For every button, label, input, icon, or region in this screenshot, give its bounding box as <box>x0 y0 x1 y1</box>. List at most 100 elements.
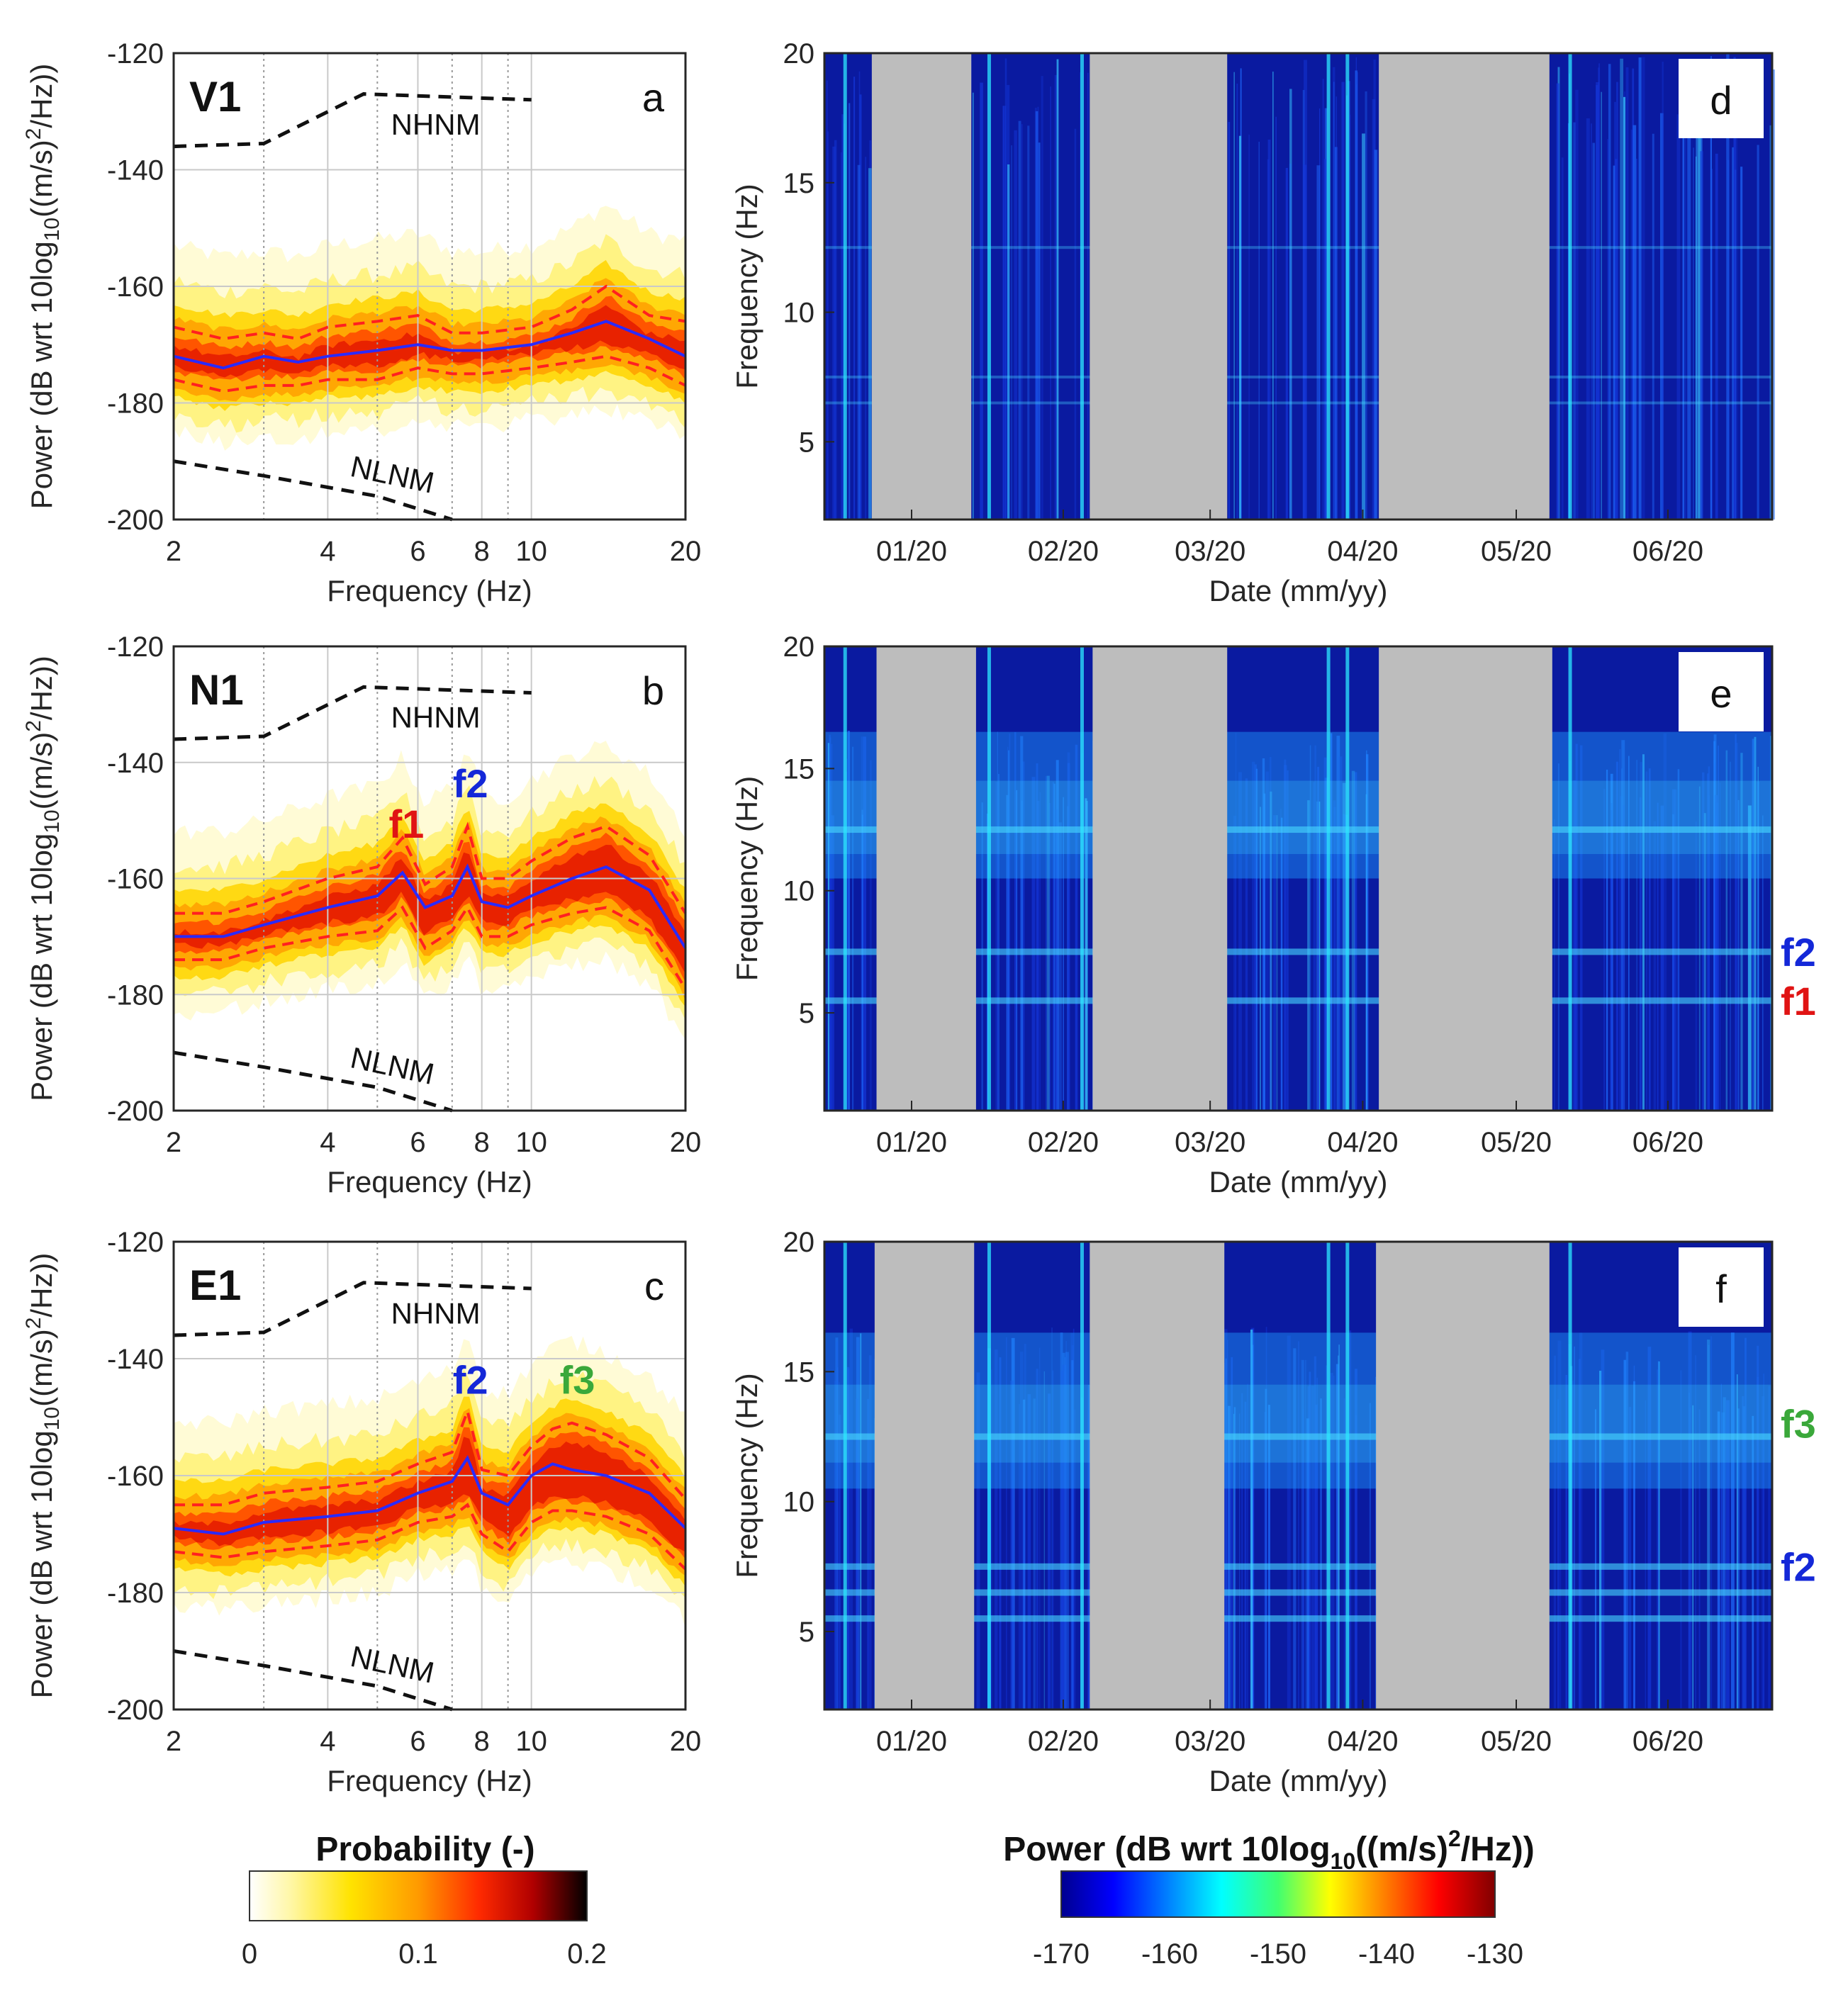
spectrogram-streak <box>1341 82 1345 520</box>
spectrogram-streak <box>1601 1349 1605 1709</box>
spectrogram-streak <box>1254 764 1257 1111</box>
power-title-sub: 10 <box>1331 1848 1356 1874</box>
x-tick-label: 10 <box>515 536 547 567</box>
x-tick-label: 03/20 <box>1175 1726 1245 1757</box>
spectrogram-streak <box>1244 1401 1247 1709</box>
spectrogram-streak <box>1557 763 1559 1111</box>
spectrogram-streak <box>1717 1411 1720 1709</box>
spectrogram-streak <box>1712 169 1713 520</box>
spectrogram-bright-line <box>1080 53 1084 520</box>
spectrogram-streak <box>1682 104 1685 520</box>
y-axis-label-sub: 10 <box>40 809 64 833</box>
y-tick-label: -180 <box>107 1578 164 1609</box>
spectrogram-streak <box>1685 79 1686 520</box>
panel-letter: f <box>1715 1267 1727 1311</box>
spectrogram-streak <box>1662 62 1664 520</box>
spectrogram-streak <box>1323 757 1327 1111</box>
spectrogram-streak <box>1048 802 1051 1111</box>
spectrogram-streak <box>999 1357 1002 1709</box>
y-tick-label: 10 <box>783 298 815 329</box>
spectrogram-streak <box>1318 108 1321 520</box>
spectrogram-streak <box>1053 783 1055 1111</box>
spectrogram-streak <box>1657 1361 1659 1709</box>
spectrogram-streak <box>1354 772 1357 1111</box>
data-gap <box>876 646 976 1111</box>
station-label: E1 <box>189 1262 241 1309</box>
spectrogram-streak <box>1073 1328 1075 1709</box>
spectrogram-streak <box>1768 1386 1771 1709</box>
axes-frame <box>823 52 1774 521</box>
spectrogram-streak <box>1652 133 1654 520</box>
spectrogram-streak <box>1747 805 1752 1111</box>
spectrogram-streak <box>995 781 999 1111</box>
spectrogram-streak <box>1276 815 1278 1111</box>
spectrogram-streak <box>1054 74 1058 520</box>
panel-letter: d <box>1710 78 1732 123</box>
spectrogram-streak <box>869 140 872 520</box>
y-axis-label: Power (dB wrt 10log10((m/s)2/Hz)) <box>22 1253 64 1699</box>
spectrogram-streak <box>1335 96 1338 520</box>
power-tick-3: -140 <box>1358 1938 1415 1970</box>
spectrogram-streak <box>1336 736 1340 1111</box>
spectrogram-streak <box>1703 813 1706 1111</box>
spectrogram-streak <box>1056 59 1059 520</box>
spectrogram-streak <box>998 774 999 1111</box>
spectrogram-streak <box>1075 744 1078 1111</box>
spectrogram-streak <box>1647 1347 1652 1709</box>
spectrogram-resonance-line <box>824 997 1772 1004</box>
f1-peak-label: f1 <box>388 802 424 846</box>
y-axis-label: Power (dB wrt 10log10((m/s)2/Hz)) <box>22 64 64 510</box>
x-tick-label: 8 <box>474 1726 490 1757</box>
spectrogram-streak <box>1732 147 1734 520</box>
spectrogram-streak <box>1611 802 1613 1111</box>
spectrogram-streak <box>1365 91 1367 520</box>
spectrogram-streak <box>1676 114 1681 520</box>
y-axis-label: Frequency (Hz) <box>730 1373 763 1578</box>
y-axis-label-tail: ((m/s) <box>25 1329 58 1407</box>
spectrogram-streak <box>868 1355 872 1709</box>
spectrogram-streak <box>1034 108 1037 520</box>
spectrogram-streak <box>1233 1413 1235 1709</box>
spectrogram-streak <box>1554 819 1555 1111</box>
spectrogram-streak <box>1307 800 1310 1111</box>
spectrogram-streak <box>1763 1374 1764 1709</box>
spectrogram-streak <box>1239 1413 1241 1709</box>
spectrogram-streak <box>861 809 863 1111</box>
y-axis-label-sup: 2 <box>22 1318 45 1330</box>
spectrogram-streak <box>980 82 983 520</box>
y-axis-label-main: Power (dB wrt 10log <box>25 1430 58 1698</box>
spectrogram-streak <box>1698 132 1701 520</box>
x-tick-label: 02/20 <box>1028 1127 1099 1158</box>
y-axis-label-sup: 2 <box>22 128 45 140</box>
spectrogram-streak <box>1289 89 1292 520</box>
spectrogram-streak <box>1335 1364 1339 1709</box>
spectrogram-streak <box>1348 1330 1352 1709</box>
spectrogram-streak <box>1265 771 1270 1111</box>
spectrogram-streak <box>1338 756 1343 1111</box>
y-tick-label: -120 <box>107 38 164 69</box>
spectrogram-streak <box>1640 762 1642 1111</box>
axes-frame <box>172 645 687 1112</box>
spectrogram-streak <box>1008 750 1009 1111</box>
spectrogram-streak <box>1287 1335 1291 1709</box>
spectrogram-streak <box>1047 1393 1051 1709</box>
spectrogram-streak <box>1087 72 1089 520</box>
y-tick-label: 10 <box>783 876 815 907</box>
spectrogram-bright-line <box>987 1242 991 1709</box>
spectrogram-streak <box>865 157 867 520</box>
spectrogram-streak <box>1050 86 1051 520</box>
median-line <box>174 863 687 949</box>
lower-percentile-line <box>173 1503 687 1571</box>
nhnm-label: NHNM <box>391 108 481 141</box>
spectrogram-streak <box>1233 816 1236 1111</box>
spectrogram-streak <box>847 731 850 1111</box>
spectrogram-streak <box>1035 111 1038 520</box>
nlnm-line <box>173 459 453 522</box>
spectrogram-streak <box>1228 1405 1231 1709</box>
spectrogram-streak <box>1038 142 1041 520</box>
spectrogram-streak <box>1231 1357 1233 1709</box>
power-tick-2: -150 <box>1250 1938 1306 1970</box>
spectrogram-streak <box>1071 1360 1074 1709</box>
spectrogram-streak <box>1245 778 1248 1111</box>
y-tick-label: 20 <box>783 1227 815 1258</box>
